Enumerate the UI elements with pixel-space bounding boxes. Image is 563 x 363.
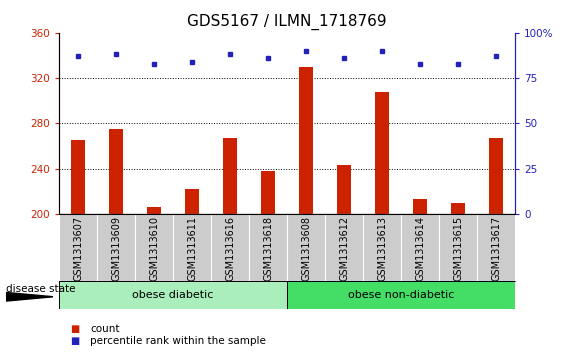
Bar bbox=[173, 214, 211, 281]
Bar bbox=[72, 140, 85, 214]
Text: GSM1313611: GSM1313611 bbox=[187, 216, 197, 281]
Text: obese diabetic: obese diabetic bbox=[132, 290, 214, 300]
Bar bbox=[287, 281, 515, 309]
Text: disease state: disease state bbox=[6, 285, 75, 294]
Text: ■: ■ bbox=[70, 336, 79, 346]
Bar bbox=[363, 214, 401, 281]
Bar bbox=[261, 171, 275, 214]
Bar bbox=[148, 207, 161, 214]
Bar bbox=[337, 166, 351, 214]
Bar bbox=[376, 92, 389, 214]
Bar bbox=[211, 214, 249, 281]
Bar bbox=[300, 67, 313, 214]
Text: count: count bbox=[90, 323, 119, 334]
Bar bbox=[109, 129, 123, 214]
Bar bbox=[452, 203, 465, 214]
Text: GSM1313613: GSM1313613 bbox=[377, 216, 387, 281]
Bar bbox=[185, 189, 199, 214]
Bar bbox=[287, 214, 325, 281]
Text: ■: ■ bbox=[70, 323, 79, 334]
Bar bbox=[97, 214, 135, 281]
Text: percentile rank within the sample: percentile rank within the sample bbox=[90, 336, 266, 346]
Bar bbox=[413, 199, 427, 214]
Text: GSM1313612: GSM1313612 bbox=[339, 216, 349, 281]
Text: GSM1313609: GSM1313609 bbox=[111, 216, 121, 281]
Bar bbox=[249, 214, 287, 281]
Bar bbox=[439, 214, 477, 281]
Text: GSM1313617: GSM1313617 bbox=[491, 216, 501, 281]
Text: GSM1313610: GSM1313610 bbox=[149, 216, 159, 281]
Text: GSM1313608: GSM1313608 bbox=[301, 216, 311, 281]
Text: GSM1313616: GSM1313616 bbox=[225, 216, 235, 281]
Bar bbox=[489, 138, 503, 214]
Text: GSM1313614: GSM1313614 bbox=[415, 216, 425, 281]
Bar bbox=[224, 138, 237, 214]
Bar bbox=[325, 214, 363, 281]
Title: GDS5167 / ILMN_1718769: GDS5167 / ILMN_1718769 bbox=[187, 14, 387, 30]
Text: GSM1313615: GSM1313615 bbox=[453, 216, 463, 281]
Text: GSM1313618: GSM1313618 bbox=[263, 216, 273, 281]
Text: GSM1313607: GSM1313607 bbox=[73, 216, 83, 281]
Bar bbox=[59, 281, 287, 309]
Polygon shape bbox=[6, 292, 53, 301]
Text: obese non-diabetic: obese non-diabetic bbox=[348, 290, 454, 300]
Bar bbox=[401, 214, 439, 281]
Bar bbox=[59, 214, 97, 281]
Bar bbox=[135, 214, 173, 281]
Bar bbox=[477, 214, 515, 281]
